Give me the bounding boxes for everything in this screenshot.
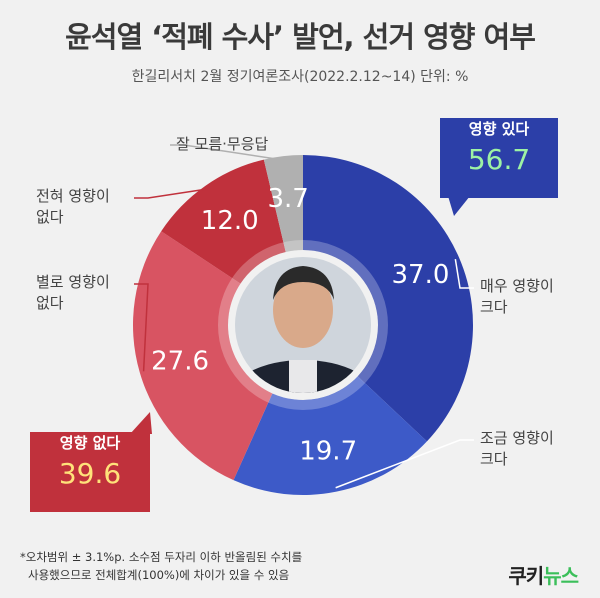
- slice-not-much-leader: [134, 283, 149, 372]
- label-somewhat-large-line2: 크다: [480, 450, 508, 468]
- chart-title: 윤석열 ‘적폐 수사’ 발언, 선거 영향 여부: [65, 20, 536, 54]
- kukinews-logo: 쿠키뉴스: [508, 560, 579, 589]
- label-somewhat-large-line1: 조금 영향이: [480, 429, 554, 447]
- label-very-large-line1: 매우 영향이: [480, 277, 554, 295]
- label-not-much-line2: 없다: [36, 294, 64, 312]
- slice-none-leader: [134, 188, 209, 199]
- slice-none: [161, 159, 286, 284]
- slice-somewhat-large: [233, 376, 427, 495]
- slice-somewhat-large-value: 19.7: [299, 437, 357, 467]
- slice-unknown-leader: [170, 144, 284, 161]
- label-none-line1: 전혀 영향이: [36, 187, 110, 205]
- label-very-large: 매우 영향이 크다: [480, 276, 554, 318]
- label-not-much: 별로 영향이 없다: [36, 272, 110, 314]
- label-not-much-line1: 별로 영향이: [36, 273, 110, 291]
- label-unknown: 잘 모름·무응답: [176, 135, 269, 153]
- label-somewhat-large: 조금 영향이 크다: [480, 428, 554, 470]
- label-none-line2: 없다: [36, 208, 64, 226]
- label-none: 전혀 영향이 없다: [36, 186, 110, 228]
- slice-none-value: 12.0: [201, 206, 259, 236]
- chart-subtitle: 한길리서치 2월 정기여론조사(2022.2.12~14) 단위: %: [131, 69, 469, 85]
- label-very-large-line2: 크다: [480, 298, 508, 316]
- callout-has-effect: 영향 있다 56.7: [440, 118, 558, 198]
- slice-very-large-value: 37.0: [392, 260, 450, 290]
- slice-unknown-value: 3.7: [267, 184, 308, 214]
- slice-not-much: [133, 231, 273, 481]
- logo-part2: 뉴스: [543, 564, 579, 588]
- callout-no-effect-label: 영향 없다: [59, 434, 121, 452]
- center-photo: [235, 257, 371, 393]
- slice-unknown: [263, 155, 303, 253]
- callout-has-effect-value: 56.7: [467, 143, 531, 176]
- footnote-line1: *오차범위 ± 3.1%p. 소수점 두자리 이하 반올림된 수치를: [20, 550, 303, 564]
- logo-part1: 쿠키: [508, 564, 544, 588]
- slice-somewhat-large-leader: [335, 439, 474, 489]
- slice-very-large: [303, 155, 473, 442]
- callout-has-effect-label: 영향 있다: [468, 120, 530, 138]
- callout-no-effect-value: 39.6: [58, 457, 122, 490]
- callout-no-effect: 영향 없다 39.6: [30, 432, 150, 512]
- inner-ring: [218, 240, 388, 410]
- slice-not-much-value: 27.6: [151, 347, 209, 377]
- slice-very-large-leader: [454, 258, 474, 289]
- footnote-line2: 사용했으므로 전체합계(100%)에 차이가 있을 수 있음: [28, 568, 290, 582]
- footnote: *오차범위 ± 3.1%p. 소수점 두자리 이하 반올림된 수치를 사용했으므…: [20, 548, 302, 584]
